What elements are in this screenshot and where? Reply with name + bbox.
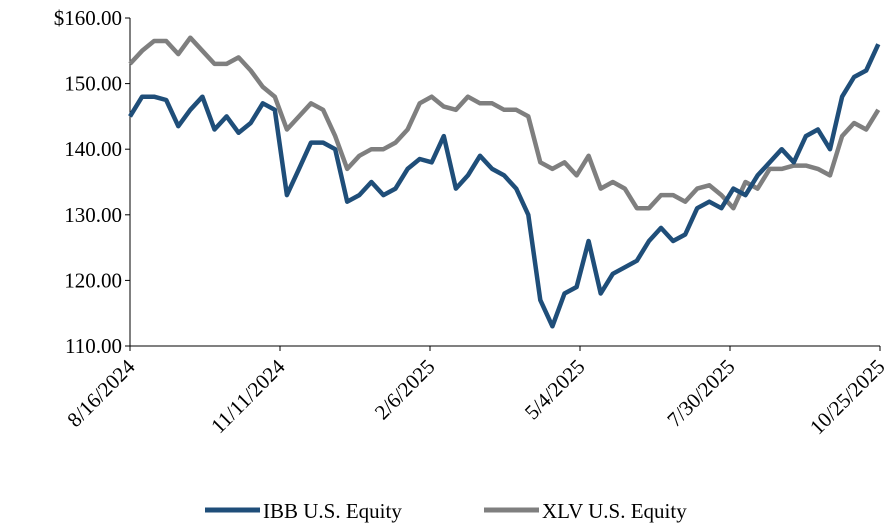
legend-label: XLV U.S. Equity <box>542 499 687 523</box>
series-line <box>128 35 881 211</box>
series-line <box>128 43 881 329</box>
y-tick-label: 140.00 <box>64 137 122 161</box>
legend-item: XLV U.S. Equity <box>484 499 687 523</box>
legend-label: IBB U.S. Equity <box>263 499 402 523</box>
y-tick-label: 130.00 <box>64 203 122 227</box>
x-tick-label: 11/11/2024 <box>206 354 290 438</box>
y-tick-label: 110.00 <box>65 334 122 358</box>
y-tick-label: 120.00 <box>64 268 122 292</box>
y-tick-label: $160.00 <box>54 6 122 30</box>
x-tick-label: 10/25/2025 <box>805 355 890 440</box>
x-tick-label: 8/16/2024 <box>62 354 140 432</box>
x-tick-label: 5/4/2025 <box>520 355 590 425</box>
x-tick-label: 2/6/2025 <box>370 355 440 425</box>
x-tick-label: 7/30/2025 <box>662 355 739 432</box>
legend-item: IBB U.S. Equity <box>205 499 402 523</box>
y-tick-label: 150.00 <box>64 72 122 96</box>
